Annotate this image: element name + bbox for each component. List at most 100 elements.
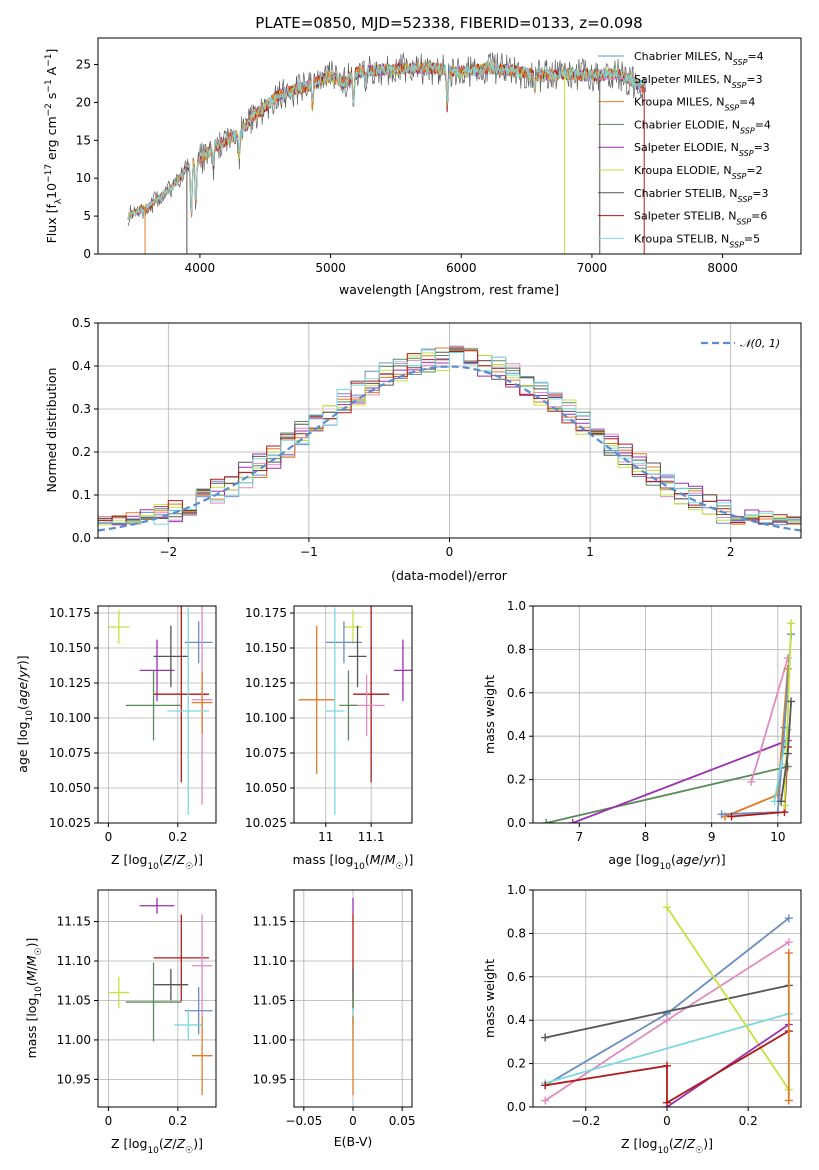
x-axis-label: Z [log10(Z/Z☉)]	[621, 1136, 713, 1156]
mass-weight-marker	[784, 938, 793, 947]
error-bar-point	[125, 962, 182, 1042]
y-axis-label: mass weight	[482, 675, 497, 754]
mass-weight-marker	[663, 1061, 671, 1070]
y-tick-label: 0.4	[507, 1013, 526, 1027]
y-tick-label: 20	[76, 95, 91, 109]
y-tick-label: 10.075	[49, 746, 91, 760]
error-bar-point	[108, 610, 130, 644]
y-tick-label: 0.0	[507, 816, 526, 830]
mass-weight-line	[545, 1030, 790, 1105]
spectrum-series-line	[127, 60, 646, 220]
y-axis-label: Flux [fλ10−17 erg cm−2 s−1 A−1]	[44, 49, 64, 244]
y-tick-label: 0.8	[507, 642, 526, 656]
mass-weight-marker	[784, 914, 793, 923]
error-bar-point	[139, 639, 175, 702]
y-tick-label: 10.150	[245, 641, 287, 655]
y-tick-label: 0.5	[72, 316, 91, 330]
y-tick-label: 0.2	[507, 773, 526, 787]
spectrum-series-line	[127, 61, 646, 220]
axes-frame	[293, 605, 413, 824]
y-tick-label: 0.3	[72, 402, 91, 416]
x-tick-label: 0	[446, 545, 454, 559]
x-axis-label: age [log10(age/yr)]	[608, 852, 725, 872]
y-tick-label: 10.075	[245, 746, 287, 760]
y-tick-label: 11.05	[253, 993, 287, 1007]
axes-frame	[293, 889, 413, 1108]
spectrum-series-line	[127, 61, 646, 220]
x-tick-label: 0.2	[168, 830, 187, 844]
axes-frame	[532, 605, 802, 824]
spectrum-series-line	[127, 61, 646, 220]
y-axis-label: mass weight	[482, 959, 497, 1038]
x-tick-label: −2	[159, 545, 177, 559]
x-tick-label: 0	[105, 1114, 113, 1128]
error-bar-point	[348, 625, 367, 688]
y-tick-label: 0.0	[72, 531, 91, 545]
panel-mass-vs-Z: 0 0.2 10.95 11.00 11.05 11.10 11.15 Z [log10(Z/…	[24, 889, 217, 1156]
error-bar-point	[139, 897, 175, 914]
mass-weight-marker	[568, 819, 577, 823]
error-bar-point	[325, 621, 363, 664]
axes-frame	[97, 37, 802, 255]
y-tick-label: 10.175	[49, 606, 91, 620]
y-tick-label: 11.05	[57, 993, 91, 1007]
mass-weight-marker	[541, 1096, 550, 1105]
error-bar-point	[153, 914, 210, 1002]
plot-area	[541, 903, 793, 1107]
plot-area	[108, 606, 213, 815]
error-bar-point	[339, 670, 358, 741]
y-tick-label: 11.00	[253, 1033, 287, 1047]
y-tick-label: 1.0	[507, 599, 526, 613]
error-bar-point	[191, 914, 213, 1018]
x-axis-label: E(B-V)	[334, 1134, 373, 1149]
panel-age-vs-Z: 0 0.2 10.025 10.050 10.075 10.100 10.125 10.150…	[15, 605, 217, 872]
mass-weight-marker	[784, 948, 793, 957]
error-bar-point	[343, 610, 363, 644]
y-tick-label: 0.8	[507, 926, 526, 940]
y-tick-label: 0.1	[72, 488, 91, 502]
axes-frame	[97, 322, 802, 539]
mass-weight-marker	[784, 1096, 793, 1105]
x-tick-label: 0.2	[739, 1114, 758, 1128]
legend-entry: Salpeter MILES, NSSP=3	[634, 73, 763, 90]
x-axis-label: wavelength [Angstrom, rest frame]	[339, 282, 559, 297]
y-tick-label: 25	[76, 58, 91, 72]
y-tick-label: 10.100	[49, 711, 91, 725]
error-bar-point	[125, 670, 182, 741]
y-tick-label: 10.050	[49, 781, 91, 795]
plot-area	[98, 345, 801, 532]
y-tick-label: 10.150	[49, 641, 91, 655]
mass-weight-line	[721, 634, 792, 816]
y-tick-label: 10.050	[245, 781, 287, 795]
y-tick-label: 0.2	[72, 445, 91, 459]
mass-weight-line	[666, 906, 790, 1091]
x-tick-label: −1	[300, 545, 318, 559]
mass-weight-marker	[787, 619, 796, 628]
y-axis-label: mass [log10(M/M☉)]	[24, 938, 44, 1059]
error-bar-point	[167, 607, 210, 815]
mass-weight-line	[545, 984, 789, 1039]
x-tick-label: 11.1	[358, 830, 385, 844]
x-tick-label: 0	[663, 1114, 671, 1128]
y-axis-label: Normed distribution	[44, 368, 59, 493]
y-tick-label: 11.00	[57, 1033, 91, 1047]
spectrum-series-line	[127, 60, 646, 220]
y-tick-label: 10.125	[245, 676, 287, 690]
mass-weight-marker	[542, 819, 551, 823]
x-axis-label: (data-model)/error	[391, 568, 508, 583]
mass-weight-marker	[717, 810, 726, 819]
x-tick-label: −0.2	[571, 1114, 600, 1128]
y-tick-label: 0.2	[507, 1057, 526, 1071]
mass-weight-marker	[777, 797, 786, 806]
y-tick-label: 10.100	[245, 711, 287, 725]
error-bar-point	[174, 1009, 203, 1041]
panel-mass-weight-vs-Z: −0.2 0 0.2 0.0 0.2 0.4 0.6 0.8 1.0 mass weight Z […	[482, 883, 802, 1156]
y-tick-label: 5	[83, 209, 91, 223]
mass-weight-marker	[663, 1016, 671, 1025]
mass-weight-line	[572, 739, 789, 823]
mass-weight-line	[544, 1012, 790, 1084]
y-tick-label: 0.6	[507, 686, 526, 700]
x-tick-label: 10	[770, 830, 785, 844]
legend-entry: Chabrier STELIB, NSSP=3	[634, 187, 768, 204]
